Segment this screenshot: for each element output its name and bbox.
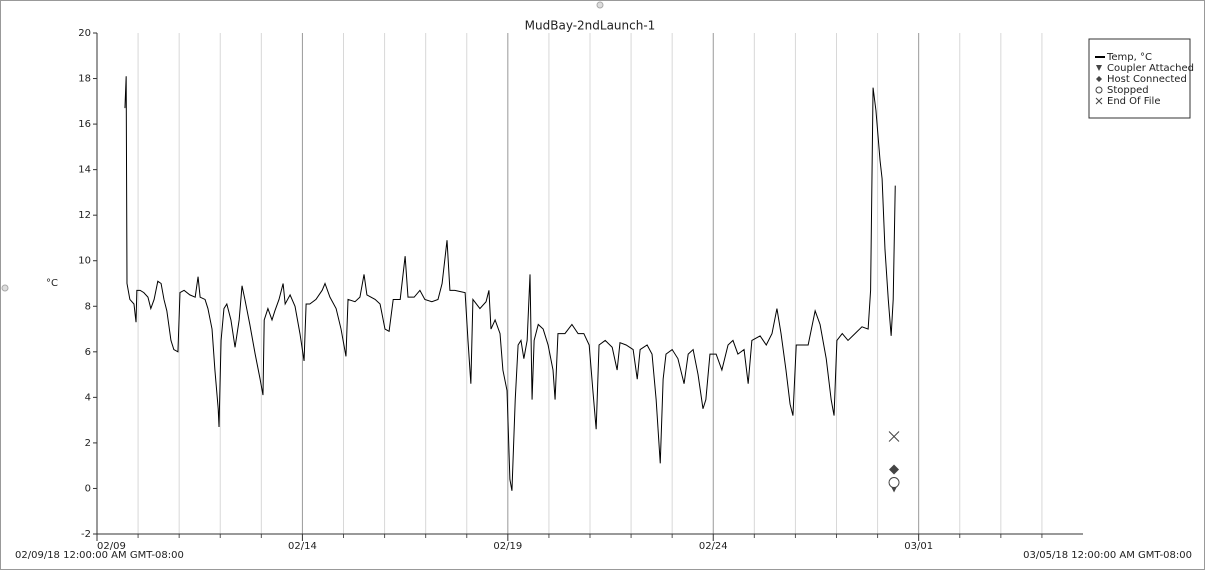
legend-label: Stopped	[1107, 85, 1149, 96]
resize-handle	[1, 284, 9, 292]
y-tick-label: 18	[78, 74, 91, 85]
y-tick-label: 20	[78, 28, 91, 39]
y-tick-label: 6	[85, 347, 91, 358]
range-start-label: 02/09/18 12:00:00 AM GMT-08:00	[15, 550, 184, 561]
y-tick-label: -2	[81, 529, 91, 540]
x-tick-label: 02/19	[493, 541, 522, 552]
legend-label: Coupler Attached	[1107, 63, 1194, 74]
chart-title: MudBay-2ndLaunch-1	[525, 19, 656, 33]
legend-symbol	[1095, 86, 1103, 94]
marker	[888, 477, 900, 489]
x-tick-label: 02/14	[288, 541, 317, 552]
y-tick-label: 8	[85, 301, 91, 312]
y-tick-label: 4	[85, 392, 91, 403]
y-tick-label: 16	[78, 119, 91, 130]
legend-symbol	[1096, 76, 1102, 82]
marker	[889, 464, 900, 475]
x-tick-label: 02/24	[699, 541, 728, 552]
marker	[888, 431, 900, 442]
temp-line	[124, 76, 896, 491]
legend-symbol	[1095, 97, 1103, 105]
legend-label: End Of File	[1107, 96, 1161, 107]
range-end-label: 03/05/18 12:00:00 AM GMT-08:00	[1023, 550, 1192, 561]
legend-label: Host Connected	[1107, 74, 1187, 85]
y-tick-label: 14	[78, 165, 91, 176]
legend-symbol	[1096, 65, 1102, 71]
y-tick-label: 2	[85, 438, 91, 449]
y-axis-label: °C	[46, 278, 58, 289]
legend-box	[1088, 38, 1191, 119]
legend-label: Temp, °C	[1106, 52, 1152, 63]
y-tick-label: 10	[78, 256, 91, 267]
resize-handle	[596, 1, 604, 9]
y-tick-label: 12	[78, 210, 91, 221]
x-tick-label: 02/09	[97, 541, 126, 552]
x-tick-label: 03/01	[904, 541, 933, 552]
y-tick-label: 0	[85, 483, 91, 494]
